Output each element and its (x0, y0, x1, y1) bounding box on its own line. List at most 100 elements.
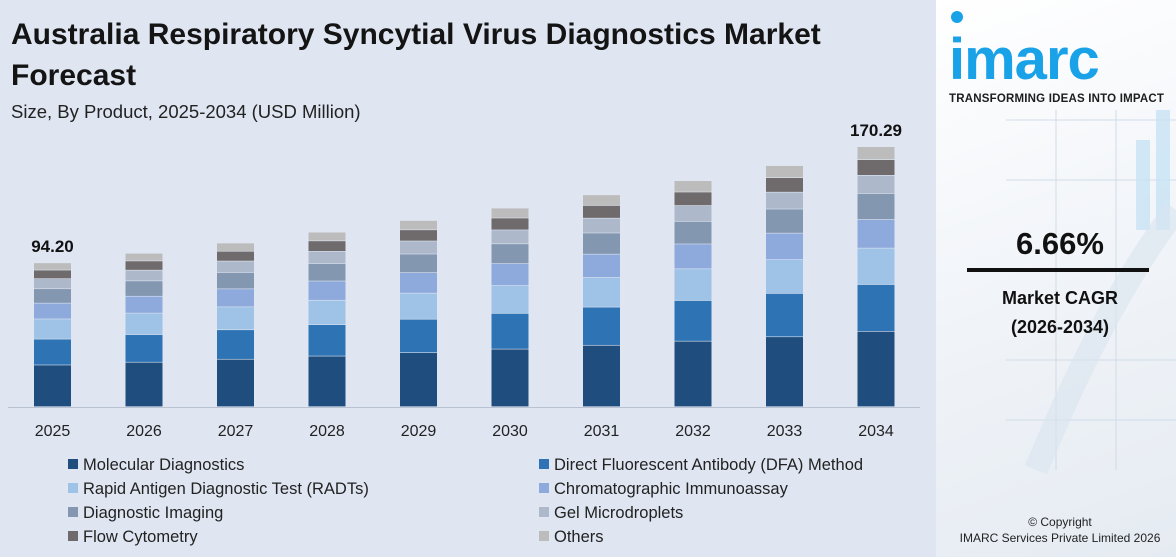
bar-segment-2031-1 (583, 345, 620, 407)
bar-segment-2027-1 (217, 359, 254, 407)
bar-segment-2031-8 (583, 195, 620, 206)
copyright: © Copyright IMARC Services Private Limit… (936, 514, 1176, 546)
legend-swatch (539, 483, 549, 493)
bar-segment-2034-8 (857, 147, 895, 160)
bar-segment-2028-4 (308, 281, 346, 300)
legend-item: Chromatographic Immunoassay (539, 480, 788, 499)
legend-swatch (68, 531, 78, 541)
bar-segment-2031-2 (583, 307, 620, 345)
bar-segment-2029-1 (400, 353, 437, 407)
bar-segment-2029-7 (400, 230, 437, 241)
bar-segment-2026-4 (125, 296, 163, 313)
bar-segment-2025-1 (34, 365, 71, 407)
bar-segment-2026-2 (125, 334, 163, 362)
bar-segment-2033-2 (766, 293, 803, 337)
bar-segment-2032-3 (674, 269, 712, 301)
bar-segment-2029-5 (400, 254, 437, 273)
stacked-bar-chart: 2025 94.20 2026 2027 2028 2029 2030 2031 2032 203… (8, 121, 920, 440)
bar-segment-2026-5 (125, 281, 163, 296)
legend-label: Chromatographic Immunoassay (554, 480, 788, 498)
cagr-label-line1: Market CAGR (1001, 288, 1119, 308)
x-tick-label: 2034 (858, 423, 894, 440)
legend-label: Flow Cytometry (83, 528, 198, 546)
bar-segment-2026-1 (125, 362, 163, 407)
bar-segment-2027-2 (217, 330, 254, 359)
imarc-logo: imarc (949, 27, 1100, 92)
bar-segment-2025-8 (34, 263, 71, 270)
bar-segment-2033-6 (766, 192, 803, 209)
bar-segment-2029-4 (400, 272, 437, 293)
legend-label: Molecular Diagnostics (83, 456, 245, 474)
bar-segment-2031-5 (583, 233, 620, 254)
x-tick-label: 2025 (35, 423, 71, 440)
bar-segment-2034-3 (857, 248, 895, 285)
x-tick-label: 2031 (584, 423, 620, 440)
x-tick-label: 2027 (218, 423, 254, 440)
legend-item: Molecular Diagnostics (68, 456, 244, 475)
legend-label: Direct Fluorescent Antibody (DFA) Method (554, 456, 864, 474)
bar-segment-2031-7 (583, 205, 620, 218)
total-data-label: 170.29 (850, 121, 902, 140)
legend-item: Flow Cytometry (68, 528, 198, 547)
legend-swatch (539, 459, 549, 469)
bar-segment-2028-2 (308, 324, 346, 356)
bar-segment-2027-6 (217, 261, 254, 273)
bar-segment-2027-4 (217, 289, 254, 307)
legend-swatch (539, 531, 549, 541)
legend-label: Rapid Antigen Diagnostic Test (RADTs) (83, 480, 369, 498)
legend-swatch (68, 483, 78, 493)
bar-segment-2025-4 (34, 303, 71, 319)
bar-segment-2033-3 (766, 259, 803, 294)
bar-segment-2028-1 (308, 356, 346, 407)
legend-item: Gel Microdroplets (539, 504, 683, 523)
bar-segment-2030-2 (491, 313, 529, 349)
bar-segment-2027-8 (217, 243, 254, 251)
bar-segment-2028-8 (308, 232, 346, 241)
bar-segment-2031-4 (583, 254, 620, 278)
bar-segment-2033-4 (766, 233, 803, 260)
bar-segment-2034-5 (857, 193, 895, 220)
bar-segment-2026-6 (125, 270, 163, 281)
bar-segment-2025-5 (34, 289, 71, 303)
bar-segment-2025-7 (34, 270, 71, 279)
cagr-label: Market CAGR (2026-2034) (936, 284, 1176, 342)
legend-label: Diagnostic Imaging (83, 504, 224, 522)
bar-segment-2034-6 (857, 175, 895, 194)
brand-tagline: TRANSFORMING IDEAS INTO IMPACT (949, 93, 1165, 105)
bar-segment-2030-3 (491, 285, 529, 314)
bar-segment-2034-2 (857, 284, 895, 331)
bar-segment-2028-6 (308, 251, 346, 264)
bar-segment-2029-8 (400, 220, 437, 230)
bar-segment-2026-3 (125, 313, 163, 335)
chart-subtitle: Size, By Product, 2025-2034 (USD Million… (11, 101, 361, 122)
chart-title: Australia Respiratory Syncytial Virus Di… (11, 18, 821, 92)
bar-segment-2033-7 (766, 178, 803, 192)
bar-segment-2025-3 (34, 319, 71, 339)
copyright-line1: © Copyright (1028, 515, 1092, 529)
chart-panel: Australia Respiratory Syncytial Virus Di… (8, 18, 920, 547)
legend-swatch (68, 507, 78, 517)
legend-swatch (539, 507, 549, 517)
bar-segment-2030-4 (491, 264, 529, 286)
legend-item: Diagnostic Imaging (68, 504, 223, 523)
bar-segment-2026-7 (125, 261, 163, 270)
cagr-label-line2: (2026-2034) (1010, 317, 1110, 337)
logo-dot-icon (951, 11, 963, 23)
legend-item: Direct Fluorescent Antibody (DFA) Method (539, 456, 863, 475)
brand-panel: imarc TRANSFORMING IDEAS INTO IMPACT 6.6… (936, 0, 1176, 557)
bar-segment-2034-4 (857, 219, 895, 248)
bar-segment-2028-3 (308, 300, 346, 325)
bar-segment-2032-8 (674, 181, 712, 192)
x-tick-label: 2032 (675, 423, 711, 440)
bar-segment-2027-3 (217, 307, 254, 330)
cagr-value: 6.66% (1016, 226, 1104, 261)
bar-segment-2030-1 (491, 349, 529, 407)
bar-segment-2028-7 (308, 241, 346, 252)
legend-label: Others (554, 528, 604, 546)
bar-segment-2032-4 (674, 244, 712, 269)
bar-segment-2032-5 (674, 221, 712, 244)
bar-segment-2032-1 (674, 341, 712, 407)
total-data-label: 94.20 (31, 237, 74, 256)
x-tick-label: 2028 (309, 423, 345, 440)
bar-segment-2032-2 (674, 300, 712, 341)
